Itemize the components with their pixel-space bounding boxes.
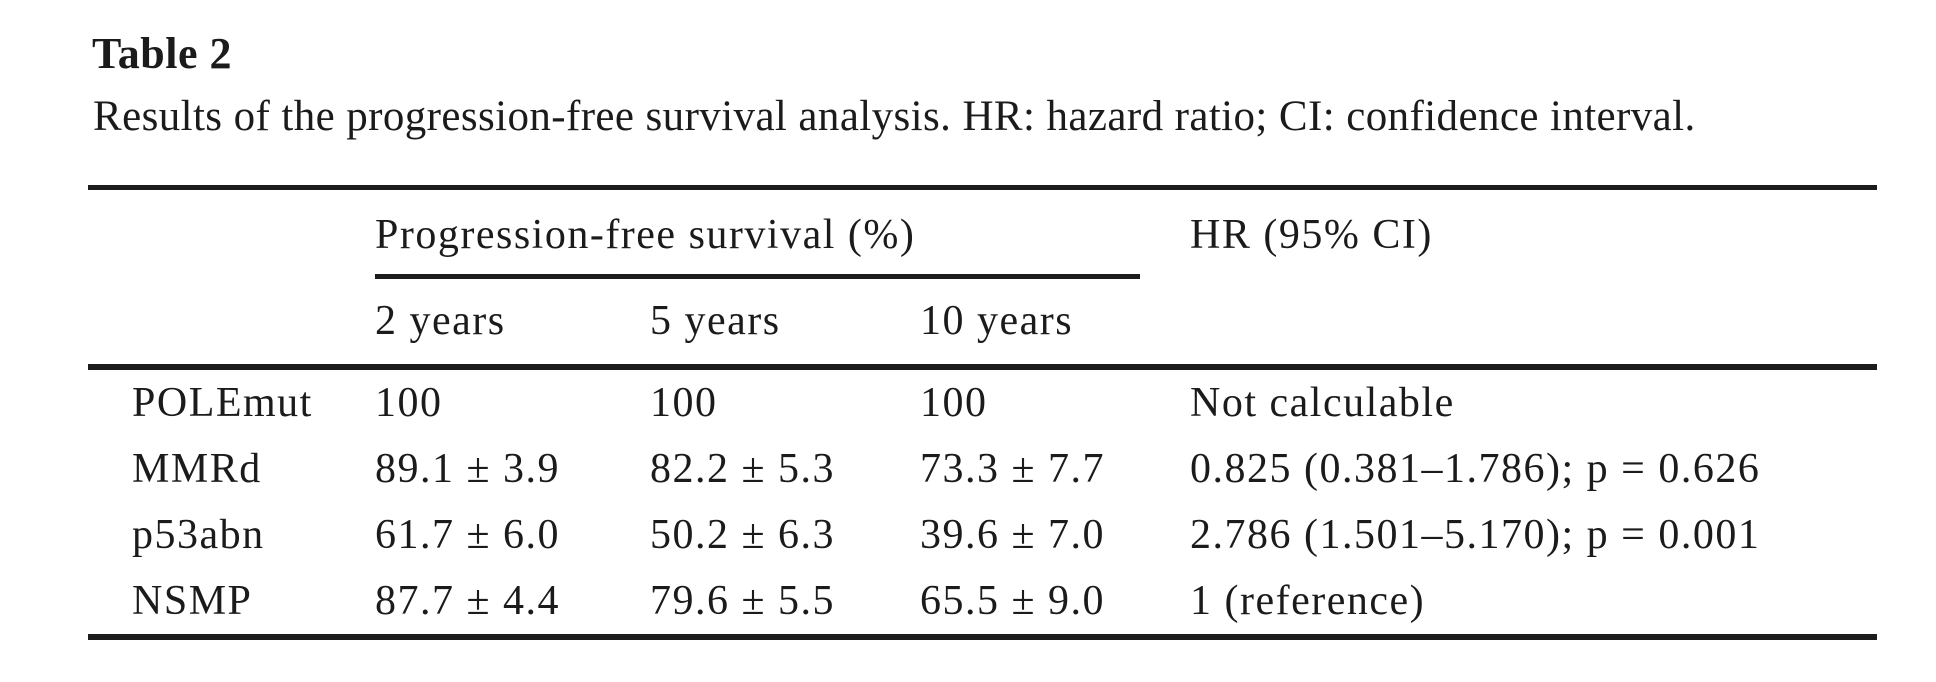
table-row-p53abn: p53abn 61.7 ± 6.0 50.2 ± 6.3 39.6 ± 7.0 …	[88, 502, 1877, 568]
cell-2y: 89.1 ± 3.9	[375, 445, 561, 492]
subheader-5-years: 5 years	[650, 298, 781, 344]
cell-2y: 100	[375, 379, 443, 426]
row-label: POLEmut	[132, 379, 313, 426]
sub-header-row: 2 years 5 years 10 years	[88, 279, 1877, 367]
row-label: NSMP	[132, 577, 253, 624]
cell-2y: 87.7 ± 4.4	[375, 577, 561, 624]
survival-results-table: Progression-free survival (%) HR (95% CI…	[88, 185, 1877, 640]
row-label: p53abn	[132, 511, 265, 558]
table-row-mmrd: MMRd 89.1 ± 3.9 82.2 ± 5.3 73.3 ± 7.7 0.…	[88, 436, 1877, 502]
row-label: MMRd	[132, 445, 262, 492]
pfs-column-group-cell: Progression-free survival (%)	[375, 188, 1190, 279]
cell-2y: 61.7 ± 6.0	[375, 511, 561, 558]
cell-10y: 73.3 ± 7.7	[920, 445, 1106, 492]
table-title: Table 2	[92, 29, 233, 78]
cell-5y: 82.2 ± 5.3	[650, 445, 836, 492]
table-row-nsmp: NSMP 87.7 ± 4.4 79.6 ± 5.5 65.5 ± 9.0 1 …	[88, 568, 1877, 637]
subheader-10-years: 10 years	[920, 298, 1074, 344]
empty-cell	[88, 279, 375, 367]
table-caption: Results of the progression-free survival…	[93, 93, 1696, 140]
column-group-header-row: Progression-free survival (%) HR (95% CI…	[88, 188, 1877, 279]
pfs-column-group-header: Progression-free survival (%)	[375, 211, 1140, 279]
cell-10y: 39.6 ± 7.0	[920, 511, 1106, 558]
cell-hr: 0.825 (0.381–1.786); p = 0.626	[1190, 445, 1761, 492]
empty-cell	[1190, 279, 1877, 367]
cell-hr: 1 (reference)	[1190, 577, 1426, 624]
hr-column-header-cell: HR (95% CI)	[1190, 188, 1877, 279]
cell-5y: 50.2 ± 6.3	[650, 511, 836, 558]
hr-column-header: HR (95% CI)	[1190, 211, 1433, 258]
subheader-2-years: 2 years	[375, 298, 506, 344]
table-row-polemut: POLEmut 100 100 100 Not calculable	[88, 367, 1877, 436]
cell-5y: 100	[650, 379, 718, 426]
cell-10y: 100	[920, 379, 988, 426]
cell-5y: 79.6 ± 5.5	[650, 577, 836, 624]
cell-hr: Not calculable	[1190, 379, 1455, 426]
cell-hr: 2.786 (1.501–5.170); p = 0.001	[1190, 511, 1761, 558]
cell-10y: 65.5 ± 9.0	[920, 577, 1106, 624]
empty-corner-cell	[88, 188, 375, 279]
